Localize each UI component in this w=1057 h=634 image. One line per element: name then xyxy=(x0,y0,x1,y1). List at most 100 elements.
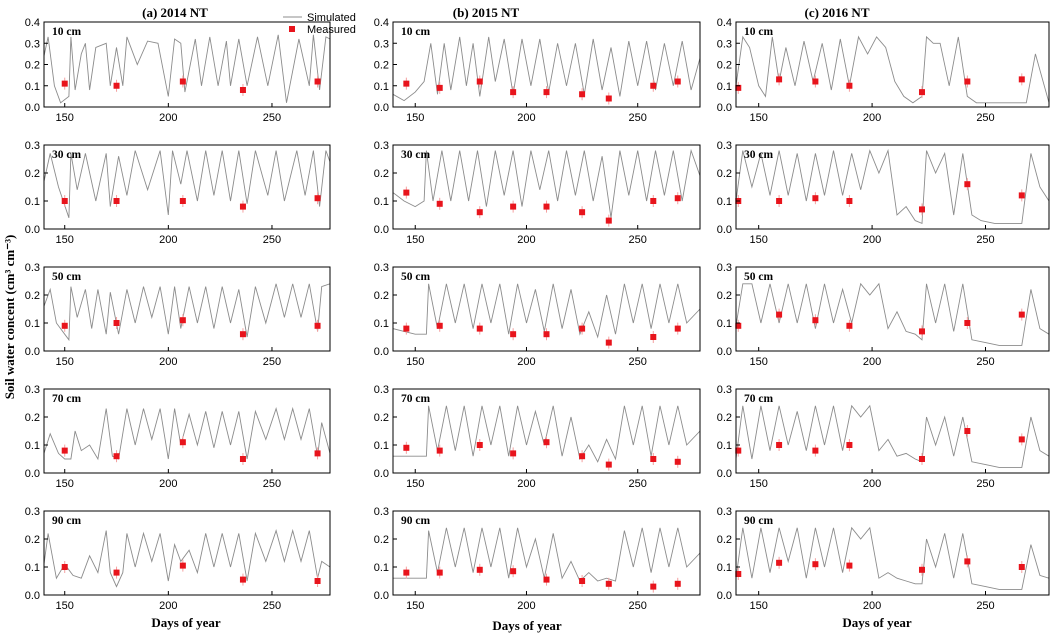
measured-point-a-70cm-3 xyxy=(179,439,186,446)
measured-point-b-50cm-2 xyxy=(436,322,443,329)
x-tick-label-c-10cm-1: 200 xyxy=(863,112,881,124)
y-tick-label-c-50cm-1: 0.1 xyxy=(717,318,732,330)
measured-point-c-70cm-5 xyxy=(918,456,925,462)
panel-b-70cm: 0.0 0.1 0.2 0.3 150 200 250 70 cm xyxy=(374,384,701,490)
measured-point-a-50cm-1 xyxy=(61,322,68,329)
plot-frame-c-90cm xyxy=(735,510,1050,596)
y-tick-label-c-10cm-1: 0.1 xyxy=(717,81,732,93)
legend: Simulated Measured xyxy=(283,12,356,36)
panel-b-10cm: 0.0 0.1 0.2 0.3 0.4 150 200 250 10 cm xyxy=(374,17,701,124)
measured-point-a-50cm-2 xyxy=(113,320,120,326)
x-tick-label-a-90cm-0: 150 xyxy=(56,600,74,612)
x-tick-label-a-70cm-1: 200 xyxy=(159,478,177,490)
y-tick-label-b-50cm-0: 0.0 xyxy=(374,346,389,358)
measured-point-b-10cm-4 xyxy=(510,89,517,96)
measured-point-b-50cm-8 xyxy=(650,334,657,340)
y-tick-label-a-70cm-2: 0.2 xyxy=(25,412,40,424)
y-tick-label-c-10cm-0: 0.0 xyxy=(717,102,732,114)
measured-point-b-70cm-5 xyxy=(543,439,550,446)
measured-point-b-50cm-4 xyxy=(510,331,517,338)
panel-a-50cm: 0.0 0.1 0.2 0.3 150 200 250 50 cm xyxy=(25,262,331,368)
simulated-line-c-70cm xyxy=(736,404,1049,468)
measured-point-b-10cm-7 xyxy=(605,95,612,102)
measured-point-c-70cm-6 xyxy=(964,428,971,434)
measured-point-c-30cm-3 xyxy=(812,195,819,202)
y-tick-label-b-70cm-0: 0.0 xyxy=(374,468,389,480)
y-tick-label-c-90cm-0: 0.0 xyxy=(717,590,732,602)
measured-point-a-70cm-4 xyxy=(239,456,246,462)
x-tick-label-b-50cm-0: 150 xyxy=(406,356,424,368)
y-tick-label-b-10cm-4: 0.4 xyxy=(374,17,389,29)
depth-label-b-10cm: 10 cm xyxy=(401,26,430,38)
y-tick-label-a-50cm-1: 0.1 xyxy=(25,318,40,330)
x-axis-title-c: Days of year xyxy=(842,615,912,630)
x-tick-label-b-10cm-2: 250 xyxy=(629,112,647,124)
y-tick-label-a-10cm-1: 0.1 xyxy=(25,81,40,93)
measured-point-b-90cm-7 xyxy=(605,580,612,587)
panel-b-30cm: 0.0 0.1 0.2 0.3 150 200 250 30 cm xyxy=(374,140,701,246)
panel-a-30cm: 0.0 0.1 0.2 0.3 150 200 250 30 cm xyxy=(25,140,331,246)
y-tick-label-a-90cm-3: 0.3 xyxy=(25,506,40,518)
measured-point-c-10cm-4 xyxy=(846,82,853,89)
x-tick-label-a-10cm-1: 200 xyxy=(159,112,177,124)
x-tick-label-a-50cm-0: 150 xyxy=(56,356,74,368)
measured-point-b-70cm-7 xyxy=(605,461,612,468)
measured-point-b-10cm-5 xyxy=(543,89,550,96)
x-tick-label-b-70cm-0: 150 xyxy=(406,478,424,490)
x-tick-label-a-30cm-1: 200 xyxy=(159,234,177,246)
x-tick-label-b-50cm-1: 200 xyxy=(517,356,535,368)
measured-point-b-30cm-5 xyxy=(543,203,550,210)
y-tick-label-a-10cm-4: 0.4 xyxy=(25,17,40,29)
measured-point-c-70cm-4 xyxy=(846,442,853,448)
y-tick-label-c-30cm-3: 0.3 xyxy=(717,140,732,152)
measured-point-c-90cm-2 xyxy=(776,559,783,566)
measured-point-c-50cm-7 xyxy=(1018,311,1025,318)
simulated-line-a-50cm xyxy=(44,283,330,342)
panel-b-50cm: 0.0 0.1 0.2 0.3 150 200 250 50 cm xyxy=(374,262,701,368)
y-tick-label-a-30cm-2: 0.2 xyxy=(25,168,40,180)
y-tick-label-a-50cm-3: 0.3 xyxy=(25,262,40,274)
measured-point-c-10cm-7 xyxy=(1018,76,1025,83)
depth-label-b-70cm: 70 cm xyxy=(401,393,430,405)
y-tick-label-b-30cm-2: 0.2 xyxy=(374,168,389,180)
plot-frame-b-30cm xyxy=(392,144,701,230)
y-tick-label-c-30cm-2: 0.2 xyxy=(717,168,732,180)
depth-label-c-70cm: 70 cm xyxy=(744,393,773,405)
measured-point-a-10cm-2 xyxy=(113,82,120,89)
y-tick-label-c-30cm-0: 0.0 xyxy=(717,224,732,236)
simulated-line-c-50cm xyxy=(736,282,1049,346)
measured-point-c-90cm-7 xyxy=(1018,564,1025,570)
measured-point-c-50cm-2 xyxy=(776,311,783,318)
measured-point-b-70cm-8 xyxy=(650,456,657,462)
measured-point-b-90cm-9 xyxy=(674,580,681,587)
simulated-line-c-10cm xyxy=(736,35,1049,104)
y-tick-label-b-30cm-0: 0.0 xyxy=(374,224,389,236)
measured-point-a-50cm-5 xyxy=(314,322,321,329)
x-tick-label-b-50cm-2: 250 xyxy=(629,356,647,368)
depth-label-c-10cm: 10 cm xyxy=(744,26,773,38)
measured-point-a-90cm-3 xyxy=(179,562,186,569)
panel-a-10cm: 0.0 0.1 0.2 0.3 0.4 150 200 250 10 cm xyxy=(25,17,331,124)
depth-label-b-30cm: 30 cm xyxy=(401,149,430,161)
panel-a-90cm: 0.0 0.1 0.2 0.3 150 200 250 90 cm xyxy=(25,506,331,612)
panel-c-90cm: 0.0 0.1 0.2 0.3 150 200 250 90 cm xyxy=(717,506,1050,612)
measured-point-b-10cm-6 xyxy=(579,91,586,98)
measured-point-c-30cm-6 xyxy=(964,181,971,188)
plot-frame-a-50cm xyxy=(43,266,331,352)
measured-point-a-90cm-4 xyxy=(239,576,246,583)
y-tick-label-b-90cm-1: 0.1 xyxy=(374,562,389,574)
y-tick-label-b-90cm-2: 0.2 xyxy=(374,534,389,546)
measured-point-c-50cm-3 xyxy=(812,317,819,324)
column-title-a: (a) 2014 NT xyxy=(142,5,208,20)
y-tick-label-b-90cm-3: 0.3 xyxy=(374,506,389,518)
y-tick-label-a-70cm-0: 0.0 xyxy=(25,468,40,480)
measured-point-b-30cm-9 xyxy=(674,195,681,202)
y-tick-label-c-70cm-3: 0.3 xyxy=(717,384,732,396)
depth-label-a-50cm: 50 cm xyxy=(52,271,81,283)
y-tick-label-c-10cm-3: 0.3 xyxy=(717,38,732,50)
y-tick-label-c-10cm-2: 0.2 xyxy=(717,60,732,72)
measured-point-b-50cm-5 xyxy=(543,331,550,338)
x-tick-label-c-30cm-0: 150 xyxy=(750,234,768,246)
measured-point-c-90cm-5 xyxy=(918,566,925,573)
y-tick-label-c-50cm-3: 0.3 xyxy=(717,262,732,274)
